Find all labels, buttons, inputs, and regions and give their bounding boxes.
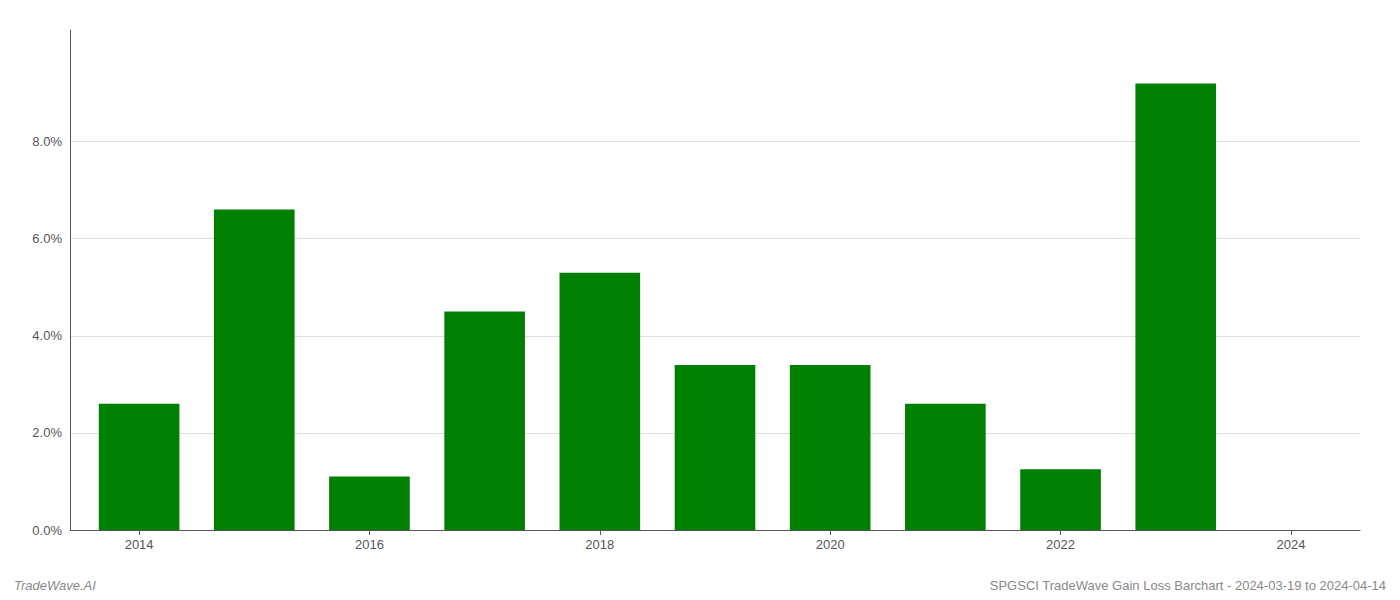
svg-text:2020: 2020: [816, 537, 845, 552]
svg-text:2.0%: 2.0%: [32, 425, 62, 440]
svg-text:0.0%: 0.0%: [32, 523, 62, 538]
svg-text:SPGSCI TradeWave Gain Loss Bar: SPGSCI TradeWave Gain Loss Barchart - 20…: [990, 578, 1386, 593]
svg-text:TradeWave.AI: TradeWave.AI: [14, 578, 96, 593]
svg-text:8.0%: 8.0%: [32, 134, 62, 149]
svg-text:2018: 2018: [585, 537, 614, 552]
svg-text:2014: 2014: [125, 537, 154, 552]
svg-text:2016: 2016: [355, 537, 384, 552]
svg-text:4.0%: 4.0%: [32, 328, 62, 343]
svg-text:2022: 2022: [1046, 537, 1075, 552]
svg-text:2024: 2024: [1276, 537, 1305, 552]
svg-text:6.0%: 6.0%: [32, 231, 62, 246]
